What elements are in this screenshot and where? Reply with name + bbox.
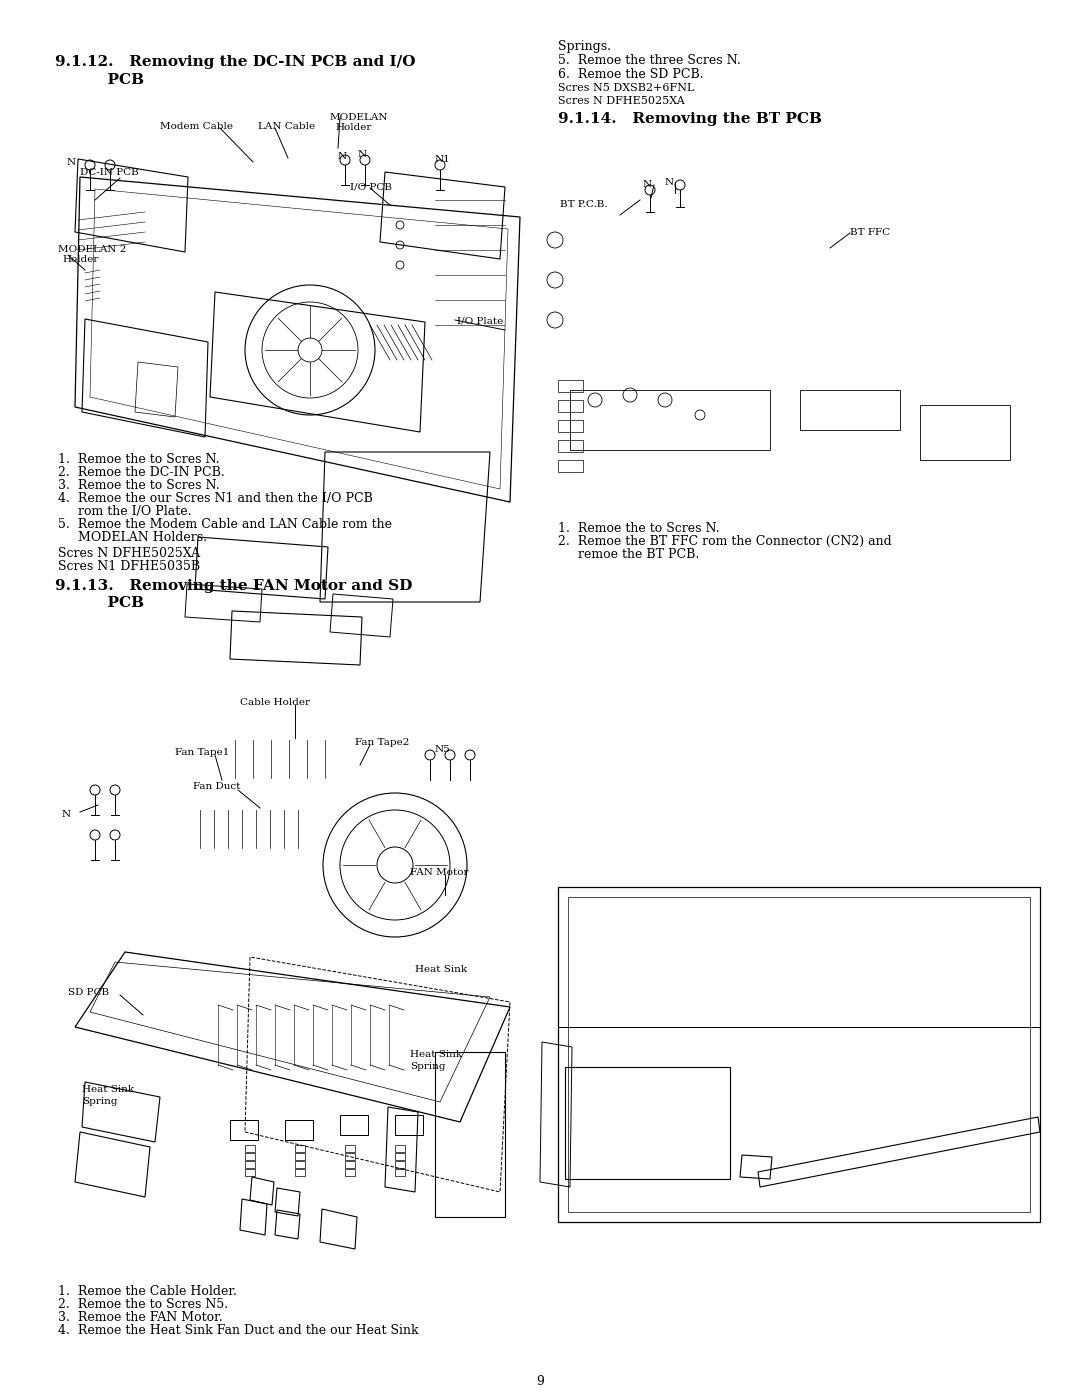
Text: 3.  Remoe the FAN Motor.: 3. Remoe the FAN Motor. — [58, 1310, 222, 1324]
Text: 6.  Remoe the SD PCB.: 6. Remoe the SD PCB. — [558, 68, 704, 81]
Text: Scres N1 DFHE5035B: Scres N1 DFHE5035B — [58, 560, 200, 573]
Text: 9.1.14.   Removing the BT PCB: 9.1.14. Removing the BT PCB — [558, 112, 822, 126]
Bar — [800, 390, 900, 430]
Bar — [245, 1161, 255, 1168]
Text: I/O PCB: I/O PCB — [350, 183, 392, 191]
Text: N5: N5 — [435, 745, 450, 754]
Bar — [245, 1169, 255, 1176]
Text: MODELAN Holders.: MODELAN Holders. — [58, 531, 207, 543]
Bar — [285, 1120, 313, 1140]
Text: N1: N1 — [435, 155, 450, 163]
Text: MODELAN 2: MODELAN 2 — [58, 244, 126, 254]
Text: Fan Tape1: Fan Tape1 — [175, 747, 229, 757]
Bar — [230, 1120, 258, 1140]
Text: Spring: Spring — [82, 1097, 118, 1106]
Text: DC-IN PCB: DC-IN PCB — [80, 168, 138, 177]
Text: 4.  Remoe the Heat Sink Fan Duct and the our Heat Sink: 4. Remoe the Heat Sink Fan Duct and the … — [58, 1324, 419, 1337]
Text: 9.1.12.   Removing the DC-IN PCB and I/O: 9.1.12. Removing the DC-IN PCB and I/O — [55, 54, 416, 68]
Text: 3.  Remoe the to Scres N.: 3. Remoe the to Scres N. — [58, 479, 219, 492]
Text: 2.  Remoe the DC-IN PCB.: 2. Remoe the DC-IN PCB. — [58, 467, 225, 479]
Text: BT FFC: BT FFC — [850, 228, 890, 237]
Bar — [345, 1169, 355, 1176]
Text: 9.1.13.   Removing the FAN Motor and SD: 9.1.13. Removing the FAN Motor and SD — [55, 578, 413, 592]
Text: Springs.: Springs. — [558, 41, 611, 53]
Text: N: N — [338, 152, 347, 161]
Bar — [345, 1153, 355, 1160]
Bar — [395, 1169, 405, 1176]
Bar — [245, 1153, 255, 1160]
Bar — [395, 1161, 405, 1168]
Bar — [395, 1153, 405, 1160]
Bar — [558, 400, 583, 412]
Text: 2.  Remoe the BT FFC rom the Connector (CN2) and: 2. Remoe the BT FFC rom the Connector (C… — [558, 535, 892, 548]
Text: PCB: PCB — [55, 597, 144, 610]
Text: 5.  Remoe the Modem Cable and LAN Cable rom the: 5. Remoe the Modem Cable and LAN Cable r… — [58, 518, 392, 531]
Text: 4.  Remoe the our Scres N1 and then the I/O PCB: 4. Remoe the our Scres N1 and then the I… — [58, 492, 373, 504]
Text: rom the I/O Plate.: rom the I/O Plate. — [58, 504, 191, 518]
Text: Heat Sink: Heat Sink — [415, 965, 468, 974]
Text: N: N — [62, 810, 71, 819]
Text: Heat Sink: Heat Sink — [82, 1085, 134, 1094]
Text: MODELAN: MODELAN — [330, 113, 389, 122]
Text: N: N — [357, 149, 367, 159]
Bar — [558, 440, 583, 453]
Text: 1.  Remoe the to Scres N.: 1. Remoe the to Scres N. — [558, 522, 719, 535]
Bar — [570, 390, 770, 450]
Text: 1.  Remoe the Cable Holder.: 1. Remoe the Cable Holder. — [58, 1285, 237, 1298]
Bar — [340, 1115, 368, 1134]
Text: remoe the BT PCB.: remoe the BT PCB. — [558, 548, 699, 562]
Bar — [395, 1115, 423, 1134]
Text: Modem Cable: Modem Cable — [160, 122, 233, 131]
Text: N: N — [643, 180, 652, 189]
Text: 1.  Remoe the to Scres N.: 1. Remoe the to Scres N. — [58, 453, 219, 467]
Text: N: N — [665, 177, 674, 187]
Bar — [245, 1146, 255, 1153]
Text: LAN Cable: LAN Cable — [258, 122, 315, 131]
Text: FAN Motor: FAN Motor — [410, 868, 469, 877]
Text: Holder: Holder — [335, 123, 372, 131]
Text: I/O Plate: I/O Plate — [457, 316, 503, 326]
Bar — [295, 1153, 305, 1160]
Bar — [558, 460, 583, 472]
Text: Scres N5 DXSB2+6FNL: Scres N5 DXSB2+6FNL — [558, 82, 694, 94]
Text: Scres N DFHE5025XA: Scres N DFHE5025XA — [58, 548, 200, 560]
Text: PCB: PCB — [55, 73, 144, 87]
Bar — [295, 1169, 305, 1176]
Text: Holder: Holder — [62, 256, 98, 264]
Bar — [558, 380, 583, 393]
Text: Cable Holder: Cable Holder — [240, 698, 310, 707]
Bar — [395, 1146, 405, 1153]
Bar — [295, 1146, 305, 1153]
Bar — [345, 1161, 355, 1168]
Text: Heat Sink: Heat Sink — [410, 1051, 462, 1059]
Text: Scres N DFHE5025XA: Scres N DFHE5025XA — [558, 96, 685, 106]
Bar — [295, 1161, 305, 1168]
Text: 5.  Remoe the three Scres N.: 5. Remoe the three Scres N. — [558, 54, 741, 67]
Text: SD PCB: SD PCB — [68, 988, 109, 997]
Text: BT P.C.B.: BT P.C.B. — [561, 200, 608, 210]
Text: N: N — [67, 158, 76, 168]
Text: 2.  Remoe the to Scres N5.: 2. Remoe the to Scres N5. — [58, 1298, 228, 1310]
Text: Spring: Spring — [410, 1062, 446, 1071]
Bar — [920, 405, 1010, 460]
Bar — [345, 1146, 355, 1153]
Text: Fan Duct: Fan Duct — [193, 782, 241, 791]
Text: 9: 9 — [536, 1375, 544, 1389]
Bar — [558, 420, 583, 432]
Text: Fan Tape2: Fan Tape2 — [355, 738, 409, 747]
